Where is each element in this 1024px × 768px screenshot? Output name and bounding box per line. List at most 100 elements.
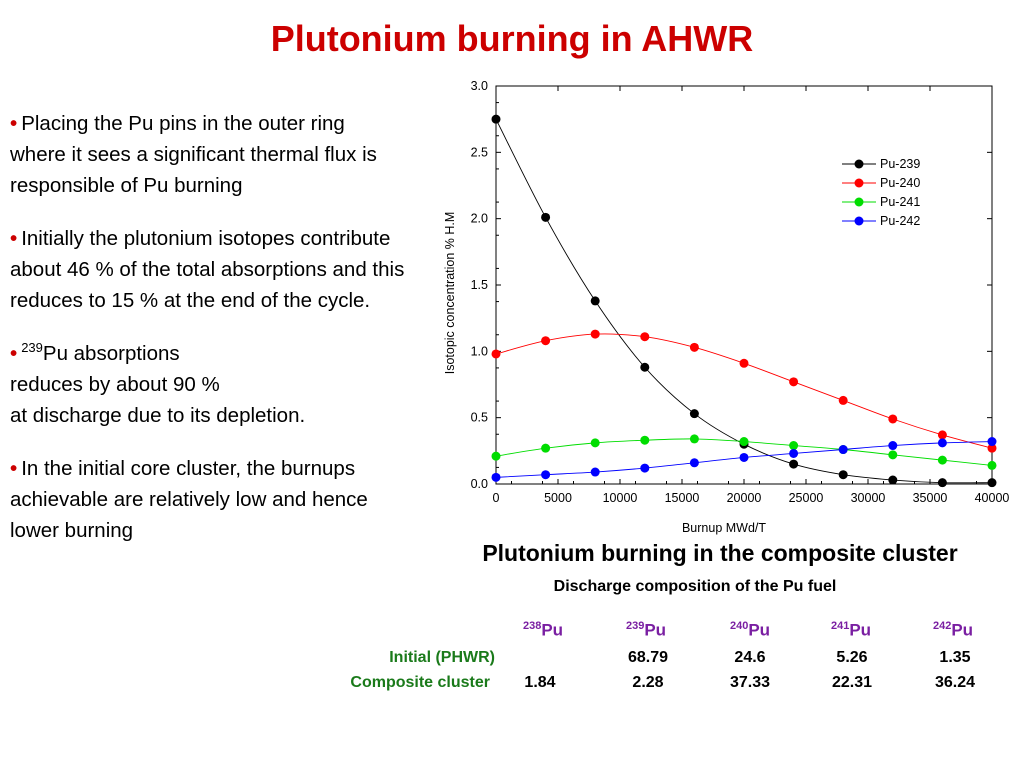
data-point-pu-240: [590, 329, 600, 339]
table-header-cell: 240Pu: [729, 620, 771, 640]
x-tick-label: 20000: [727, 491, 762, 505]
legend-label-pu-240: Pu-240: [880, 176, 920, 190]
slide-title: Plutonium burning in AHWR: [270, 18, 754, 59]
table-header-cell: 238Pu: [522, 620, 564, 640]
data-point-pu-239: [491, 114, 501, 124]
table-cell: 1.35: [939, 649, 971, 666]
data-point-pu-240: [888, 414, 898, 424]
x-tick-label: 25000: [789, 491, 824, 505]
data-point-pu-241: [590, 438, 600, 448]
data-point-pu-240: [987, 443, 997, 453]
y-tick-label: 3.0: [471, 79, 488, 93]
table-cell: 1.84: [524, 674, 556, 691]
series-line-pu-240: [495, 333, 993, 449]
legend-marker-pu-239: [854, 159, 864, 169]
bullet-dot-icon: •: [10, 227, 18, 250]
data-point-pu-239: [590, 296, 600, 306]
table-header-cell: 239Pu: [625, 620, 667, 640]
data-point-pu-241: [987, 460, 997, 470]
y-tick-label: 0.0: [471, 477, 488, 491]
data-point-pu-240: [689, 342, 699, 352]
bullet-text: Pu absorptions: [42, 342, 180, 365]
x-tick-label: 0: [493, 491, 500, 505]
data-point-pu-242: [689, 458, 699, 468]
table-cell: 68.79: [627, 649, 669, 666]
data-point-pu-240: [937, 430, 947, 440]
x-tick-label: 35000: [913, 491, 948, 505]
series-line-pu-239: [495, 118, 993, 484]
table-cell: 24.6: [734, 649, 766, 666]
data-point-pu-239: [541, 212, 551, 222]
chart-subtitle: Plutonium burning in the composite clust…: [482, 540, 958, 566]
data-point-pu-242: [491, 472, 501, 482]
table-cell: 2.28: [632, 674, 664, 691]
y-tick-label: 2.0: [471, 212, 488, 226]
x-tick-label: 40000: [975, 491, 1010, 505]
bullet-dot-icon: •: [10, 112, 18, 135]
data-point-pu-241: [640, 435, 650, 445]
y-tick-label: 1.0: [471, 344, 488, 358]
bullet-item: • Placing the Pu pins in the outer ring w…: [10, 108, 405, 201]
table-cell: 22.31: [831, 674, 873, 691]
data-point-pu-240: [640, 332, 650, 342]
table-cell: 36.24: [934, 674, 976, 691]
data-point-pu-239: [987, 478, 997, 488]
data-point-pu-242: [541, 470, 551, 480]
y-tick-label: 1.5: [471, 278, 488, 292]
data-point-pu-241: [937, 455, 947, 465]
data-point-pu-242: [888, 441, 898, 451]
legend-label-pu-242: Pu-242: [880, 214, 920, 228]
table-header-cell: 241Pu: [830, 620, 872, 640]
data-point-pu-242: [590, 467, 600, 477]
data-point-pu-242: [838, 445, 848, 455]
data-point-pu-240: [739, 358, 749, 368]
data-point-pu-241: [789, 441, 799, 451]
data-point-pu-241: [689, 434, 699, 444]
y-tick-label: 2.5: [471, 145, 488, 159]
isotope-burnup-chart: 0 5000 10000 15000 20000 25000 30000 35000 40000…: [443, 79, 1010, 535]
bullet-item: • Initially the plutonium isotopes contri…: [10, 223, 405, 316]
bullet-item: • 239Pu absorptions reduces by about 90 %…: [10, 338, 405, 431]
data-point-pu-241: [491, 451, 501, 461]
bullet-dot-icon: •: [10, 457, 18, 480]
data-point-pu-240: [838, 395, 848, 405]
data-point-pu-242: [739, 452, 749, 462]
table-cell: 5.26: [836, 649, 868, 666]
data-point-pu-241: [739, 437, 749, 447]
data-point-pu-242: [789, 448, 799, 458]
data-point-pu-239: [789, 459, 799, 469]
bullet-text: Initially the plutonium isotopes contrib…: [10, 227, 405, 312]
bullet-text: Placing the Pu pins in the outer ring wh…: [10, 112, 377, 197]
legend-marker-pu-241: [854, 197, 864, 207]
data-point-pu-242: [987, 437, 997, 447]
bullet-text: In the initial core cluster, the burnups…: [10, 457, 368, 542]
x-tick-label: 5000: [544, 491, 572, 505]
table-row-label: Composite cluster: [350, 674, 490, 691]
table-row-label: Initial (PHWR): [389, 649, 495, 666]
data-point-pu-242: [937, 438, 947, 448]
legend-marker-pu-242: [854, 216, 864, 226]
data-point-pu-240: [491, 349, 501, 359]
x-tick-label: 30000: [851, 491, 886, 505]
bullet-dot-icon: •: [10, 342, 18, 365]
x-axis-label: Burnup MWd/T: [682, 521, 766, 535]
data-point-pu-242: [640, 463, 650, 473]
bullet-item: • In the initial core cluster, the burnup…: [10, 453, 405, 546]
y-tick-label: 0.5: [471, 411, 488, 425]
data-point-pu-239: [838, 470, 848, 480]
data-point-pu-239: [689, 409, 699, 419]
table-header-cell: 242Pu: [932, 620, 974, 640]
x-tick-label: 10000: [603, 491, 638, 505]
legend-marker-pu-240: [854, 178, 864, 188]
table-caption: Discharge composition of the Pu fuel: [553, 578, 837, 595]
bullet-text: reduces by about 90 %: [10, 373, 220, 396]
bullet-text: at discharge due to its depletion.: [10, 404, 306, 427]
isotope-superscript: 239: [21, 340, 43, 356]
y-axis-label: Isotopic concentration % H.M: [443, 212, 457, 375]
data-point-pu-241: [541, 443, 551, 453]
plot-frame: [495, 85, 993, 485]
data-point-pu-239: [937, 478, 947, 488]
legend-label-pu-241: Pu-241: [880, 195, 920, 209]
table-cell: 37.33: [729, 674, 771, 691]
data-point-pu-239: [888, 475, 898, 485]
